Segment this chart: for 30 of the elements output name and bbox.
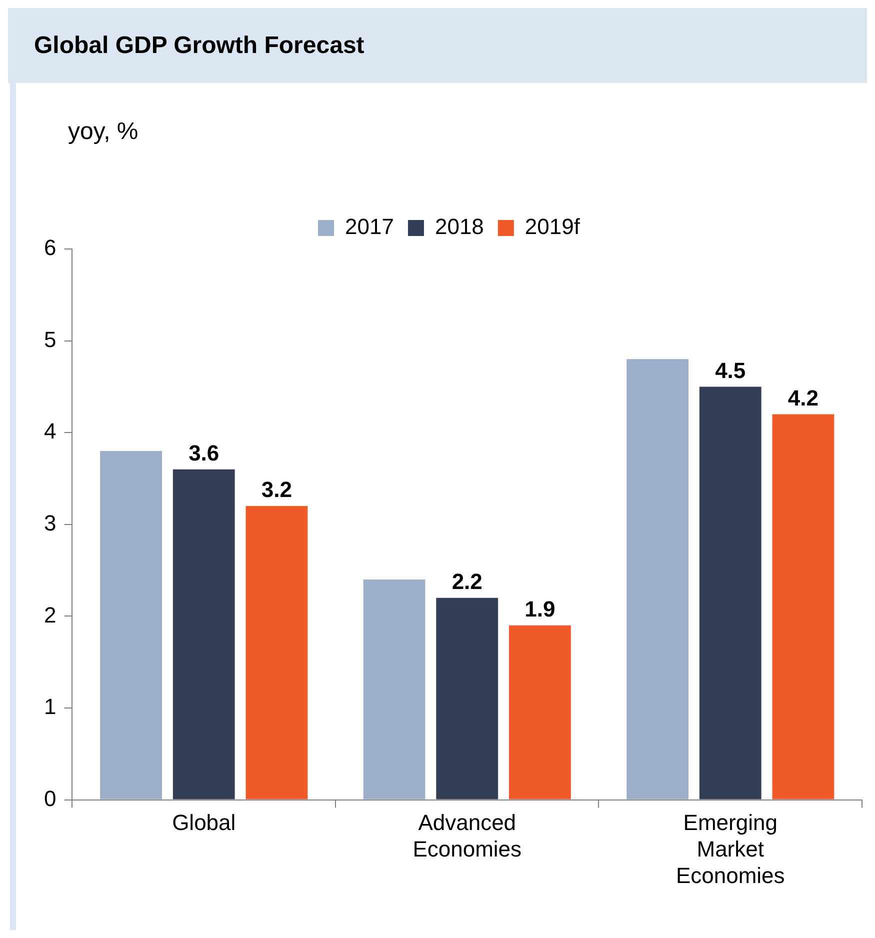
y-tick-label: 4 xyxy=(44,418,56,444)
bar xyxy=(699,386,762,800)
y-tick-label: 3 xyxy=(44,510,56,536)
data-label: 4.2 xyxy=(788,385,819,410)
data-label: 3.2 xyxy=(261,477,292,502)
data-label: 4.5 xyxy=(715,358,746,383)
y-tick-label: 6 xyxy=(44,235,56,260)
bar xyxy=(508,625,571,800)
bar xyxy=(246,506,308,800)
legend-label: 2017 xyxy=(345,214,394,240)
bar xyxy=(772,414,834,800)
y-tick-label: 5 xyxy=(44,326,56,352)
y-axis-title: yoy, % xyxy=(68,118,138,146)
x-tick-label: Emerging Market Economies xyxy=(676,810,785,888)
bar xyxy=(172,469,235,800)
y-tick-label: 0 xyxy=(44,786,56,811)
y-tick-label: 2 xyxy=(44,602,56,628)
bar xyxy=(626,359,688,800)
bar xyxy=(100,450,162,800)
x-tick-label: Advanced Economies xyxy=(412,810,522,862)
y-tick-label: 1 xyxy=(44,694,56,720)
data-label: 2.2 xyxy=(452,568,482,594)
data-label: 1.9 xyxy=(524,596,556,622)
x-tick-label: Global xyxy=(172,810,236,836)
legend-label: 2019f xyxy=(524,214,581,240)
bar xyxy=(363,579,426,800)
bar xyxy=(436,598,498,800)
data-label: 3.6 xyxy=(188,440,220,466)
legend-label: 2018 xyxy=(434,214,484,240)
chart-title: Global GDP Growth Forecast xyxy=(34,32,364,60)
